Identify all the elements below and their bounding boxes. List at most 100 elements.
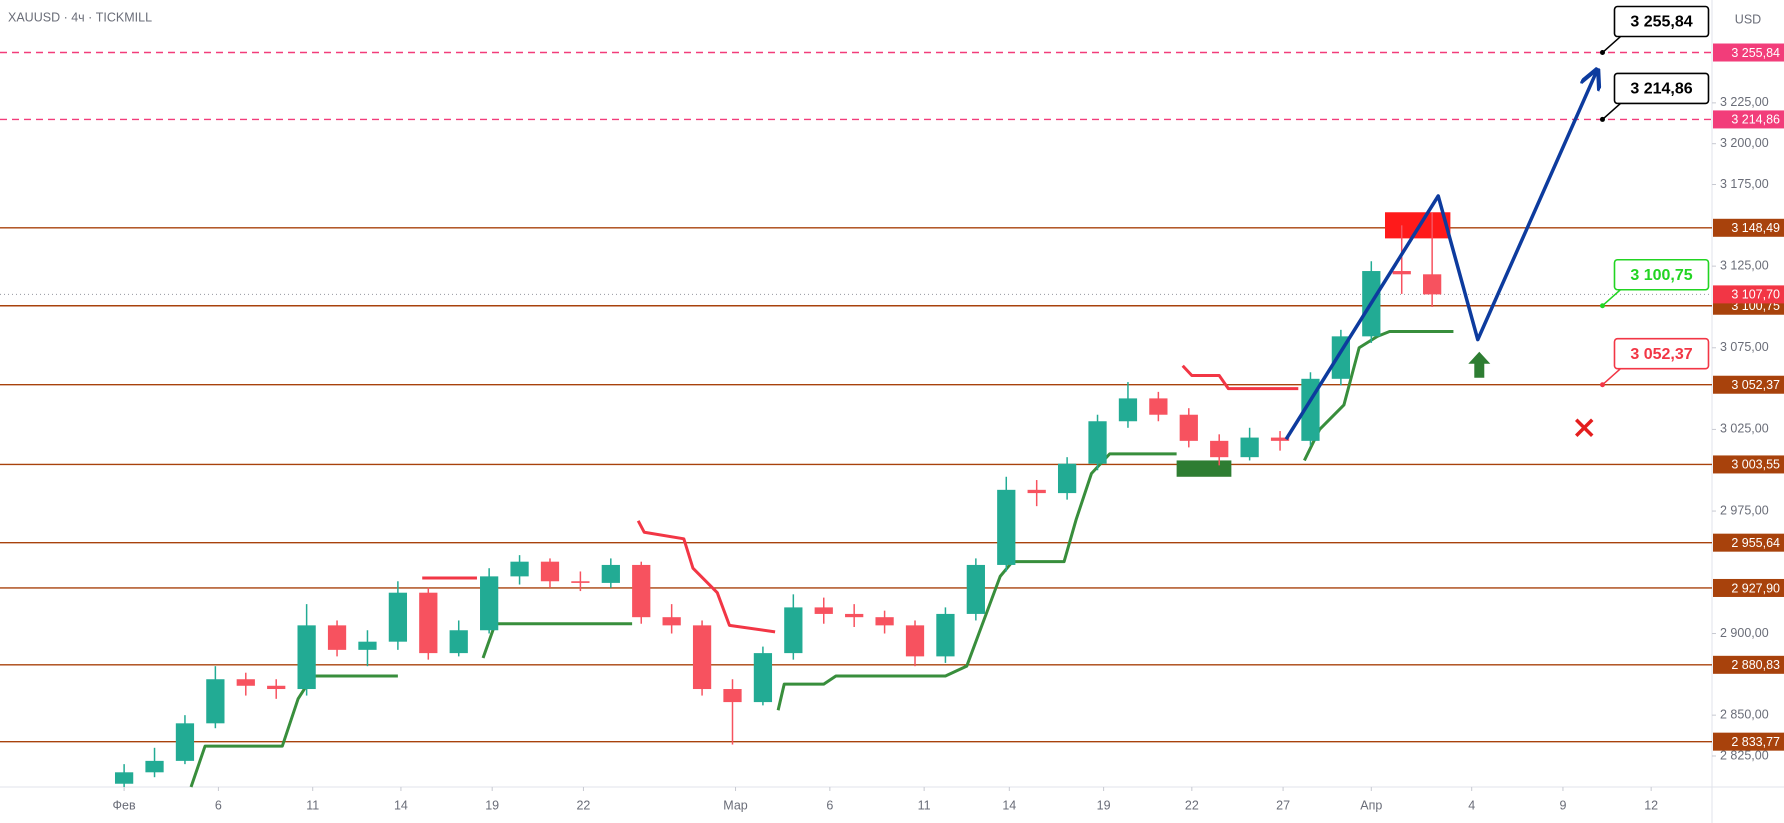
level-label: 3 003,55	[1731, 458, 1780, 472]
callout-box	[1613, 72, 1710, 105]
x-tick-label: 11	[918, 798, 931, 812]
x-tick-label: 6	[215, 798, 222, 812]
level-label-bg	[1713, 455, 1784, 474]
callout-pointer	[1601, 289, 1621, 307]
x-tick-label: 4	[1468, 798, 1475, 812]
candle-body	[966, 564, 985, 614]
candle-body	[1088, 421, 1107, 464]
x-tick-label: 19	[485, 798, 499, 812]
x-tick-label: Фев	[113, 798, 136, 812]
level-label: 2 880,83	[1731, 658, 1780, 672]
level-label-bg	[1713, 655, 1784, 674]
y-tick-label: 3 225,00	[1720, 95, 1769, 109]
callout-point	[1599, 116, 1605, 122]
x-tick-label: 6	[826, 798, 833, 812]
y-tick-label: 3 125,00	[1720, 258, 1769, 272]
callout-box	[1613, 258, 1710, 291]
x-tick-label: 27	[1276, 798, 1290, 812]
y-tick-label: 2 825,00	[1720, 748, 1769, 762]
level-label-bg	[1713, 732, 1784, 751]
x-tick-label: 19	[1097, 798, 1111, 812]
candle-body	[480, 576, 499, 631]
level-label-bg	[1713, 375, 1784, 394]
callout-point	[1599, 382, 1605, 388]
callout-point	[1599, 303, 1605, 309]
level-label: 2 955,64	[1731, 536, 1780, 550]
candle-body	[358, 641, 377, 650]
candle-body	[936, 613, 955, 657]
candle-body	[632, 564, 651, 618]
candle-body	[114, 772, 134, 784]
candle-body	[267, 685, 286, 690]
level-label-bg	[1713, 578, 1784, 597]
callout-label: 3 255,84	[1630, 14, 1692, 31]
candle-body	[692, 625, 712, 690]
candle-body	[1149, 398, 1168, 415]
x-tick-label: 11	[306, 798, 319, 812]
level-label: 3 255,84	[1731, 46, 1780, 60]
candle-body	[723, 689, 742, 703]
y-tick-label: 3 175,00	[1720, 177, 1769, 191]
x-tick-label: 14	[1002, 798, 1016, 812]
candle-body	[905, 625, 925, 657]
candle-body	[1270, 437, 1290, 441]
level-label: 2 927,90	[1731, 581, 1780, 595]
support-line	[776, 452, 1177, 711]
y-tick-label: 2 975,00	[1720, 503, 1769, 517]
callout-box	[1613, 337, 1710, 370]
y-tick-label: 3 075,00	[1720, 340, 1769, 354]
callout-label: 3 214,86	[1630, 81, 1692, 98]
cross-marker	[1575, 418, 1594, 438]
y-tick-label: 3 025,00	[1720, 422, 1769, 436]
current-price-label: 3 107,70	[1731, 288, 1780, 302]
forecast-path	[1284, 72, 1596, 441]
candle-body	[1118, 398, 1138, 422]
candle-body	[1240, 437, 1259, 458]
candle-body	[449, 630, 468, 654]
candle-body	[784, 607, 803, 654]
candle-body	[510, 561, 529, 577]
level-label-bg	[1713, 218, 1784, 237]
candle-body	[419, 592, 438, 654]
candle-body	[388, 592, 408, 642]
level-label: 2 833,77	[1731, 735, 1780, 749]
zone	[1384, 212, 1451, 239]
x-tick-label: 22	[1185, 798, 1199, 812]
x-tick-label: 12	[1644, 798, 1658, 812]
candle-body	[1392, 271, 1411, 275]
callout-label: 3 052,37	[1630, 346, 1692, 363]
callout-pointer	[1601, 368, 1621, 386]
candle-body	[571, 581, 590, 583]
candle-body	[875, 617, 894, 626]
level-label-bg	[1713, 533, 1784, 552]
callout-pointer	[1601, 102, 1621, 120]
candle-body	[814, 607, 833, 614]
level-label-bg	[1713, 110, 1784, 129]
callout-pointer	[1601, 35, 1621, 54]
x-tick-label: 9	[1559, 798, 1566, 812]
y-tick-label: 2 900,00	[1720, 626, 1769, 640]
candle-body	[997, 489, 1016, 565]
candle-body	[175, 723, 195, 761]
arrow-marker	[1468, 351, 1491, 378]
current-price-label-bg	[1713, 285, 1784, 304]
resistance-line	[636, 520, 776, 634]
candle-body	[1210, 440, 1229, 458]
level-label: 3 214,86	[1731, 113, 1780, 127]
x-tick-label: 22	[576, 798, 590, 812]
candle-body	[297, 625, 316, 690]
callout-point	[1599, 50, 1605, 56]
candle-body	[145, 760, 164, 773]
candle-body	[845, 613, 864, 618]
support-line	[189, 674, 398, 788]
currency-label: USD	[1735, 12, 1761, 26]
candle-body	[1057, 463, 1077, 494]
level-label: 3 148,49	[1731, 221, 1780, 235]
candle-body	[327, 625, 347, 650]
candle-body	[1179, 414, 1198, 441]
x-tick-label: Мар	[723, 798, 748, 812]
candle-body	[540, 561, 560, 582]
candle-body	[206, 679, 225, 724]
